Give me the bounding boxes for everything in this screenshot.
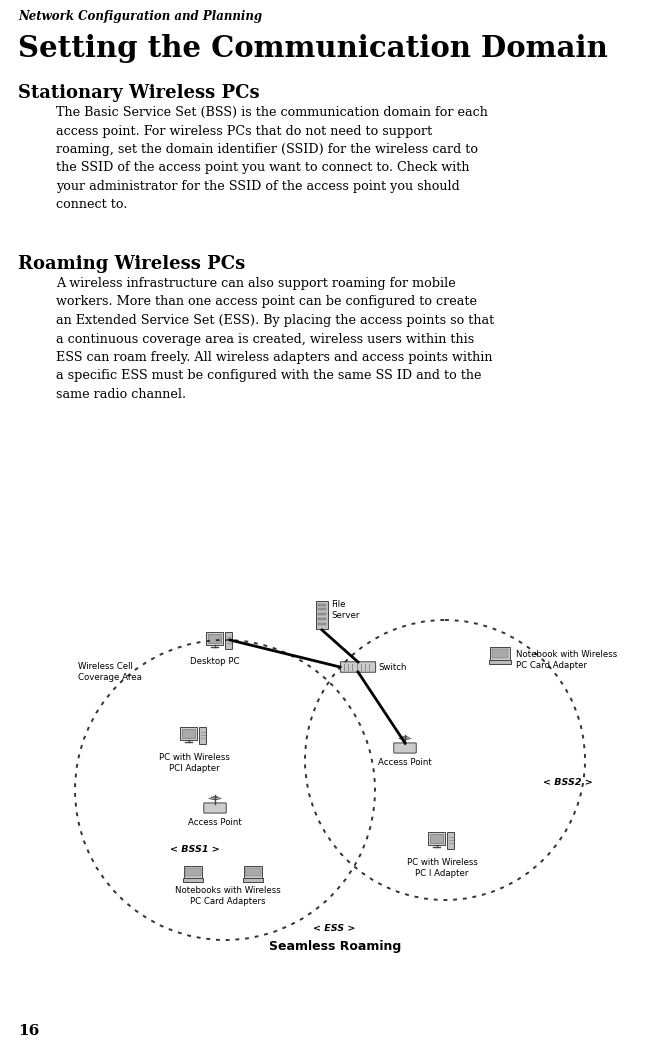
FancyBboxPatch shape: [316, 601, 328, 629]
FancyBboxPatch shape: [182, 729, 196, 738]
Text: Desktop PC: Desktop PC: [190, 658, 240, 666]
FancyBboxPatch shape: [243, 878, 263, 882]
FancyBboxPatch shape: [225, 631, 233, 648]
FancyBboxPatch shape: [447, 831, 454, 848]
Text: Switch: Switch: [378, 663, 406, 671]
FancyBboxPatch shape: [244, 866, 262, 878]
FancyBboxPatch shape: [318, 614, 326, 615]
FancyBboxPatch shape: [492, 649, 508, 659]
FancyBboxPatch shape: [203, 803, 226, 814]
Text: < ESS >: < ESS >: [313, 925, 355, 933]
FancyBboxPatch shape: [430, 833, 443, 843]
FancyBboxPatch shape: [245, 868, 261, 876]
Text: Access Point: Access Point: [378, 758, 432, 767]
Text: Roaming Wireless PCs: Roaming Wireless PCs: [18, 255, 245, 273]
Text: Seamless Roaming: Seamless Roaming: [269, 940, 401, 953]
Text: Wireless Cell
Coverage Area: Wireless Cell Coverage Area: [78, 662, 142, 682]
FancyBboxPatch shape: [180, 727, 197, 739]
Text: Notebooks with Wireless
PC Card Adapters: Notebooks with Wireless PC Card Adapters: [175, 886, 281, 906]
Text: PC with Wireless
PCI Adapter: PC with Wireless PCI Adapter: [158, 753, 230, 773]
Text: The Basic Service Set (BSS) is the communication domain for each
access point. F: The Basic Service Set (BSS) is the commu…: [56, 106, 488, 211]
Text: 16: 16: [18, 1024, 39, 1038]
Text: Stationary Wireless PCs: Stationary Wireless PCs: [18, 84, 259, 102]
Text: PC with Wireless
PC I Adapter: PC with Wireless PC I Adapter: [407, 857, 477, 878]
FancyBboxPatch shape: [318, 623, 326, 624]
Text: Setting the Communication Domain: Setting the Communication Domain: [18, 34, 608, 63]
Text: File
Server: File Server: [331, 600, 359, 620]
FancyBboxPatch shape: [340, 662, 376, 672]
FancyBboxPatch shape: [184, 866, 202, 878]
Text: Access Point: Access Point: [188, 818, 242, 827]
FancyBboxPatch shape: [208, 633, 222, 643]
Text: Notebook with Wireless
PC Card Adapter: Notebook with Wireless PC Card Adapter: [516, 650, 617, 670]
FancyBboxPatch shape: [318, 618, 326, 620]
FancyBboxPatch shape: [489, 660, 511, 664]
FancyBboxPatch shape: [490, 647, 510, 660]
FancyBboxPatch shape: [318, 608, 326, 610]
Text: < BSS1 >: < BSS1 >: [170, 845, 220, 854]
Text: < BSS2 >: < BSS2 >: [543, 778, 593, 787]
FancyBboxPatch shape: [394, 743, 416, 753]
Text: Network Configuration and Planning: Network Configuration and Planning: [18, 10, 262, 23]
FancyBboxPatch shape: [428, 832, 445, 845]
FancyBboxPatch shape: [318, 604, 326, 605]
Text: A wireless infrastructure can also support roaming for mobile
workers. More than: A wireless infrastructure can also suppo…: [56, 277, 494, 401]
FancyBboxPatch shape: [185, 868, 201, 876]
FancyBboxPatch shape: [183, 878, 203, 882]
FancyBboxPatch shape: [199, 727, 207, 743]
FancyBboxPatch shape: [206, 632, 223, 645]
